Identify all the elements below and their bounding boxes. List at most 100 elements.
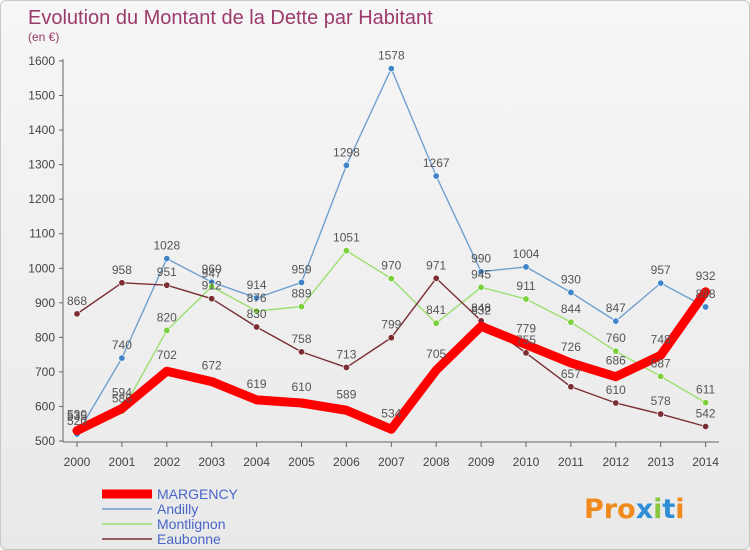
point-margency-2012 (612, 373, 619, 380)
data-label-eaubonne-2004: 830 (247, 307, 267, 321)
data-label-andilly-2009: 990 (471, 252, 491, 266)
data-label-margency-2003: 672 (202, 359, 222, 373)
data-label-andilly-2010: 1004 (513, 247, 540, 261)
point-margency-2005 (298, 400, 305, 406)
x-tick-label: 2000 (64, 455, 91, 469)
point-montlignon-2008 (432, 319, 440, 327)
data-label-montlignon-2003: 947 (202, 267, 222, 281)
point-eaubonne-2011 (567, 383, 575, 391)
proxiti-logo: Proxiti (584, 494, 685, 525)
data-label-andilly-2011: 930 (561, 272, 581, 286)
y-tick-label: 700 (35, 365, 55, 379)
point-margency-2006 (343, 407, 350, 414)
point-margency-2011 (567, 359, 574, 366)
data-label-andilly-2003: 960 (202, 262, 222, 276)
point-eaubonne-2000 (73, 310, 81, 318)
data-label-eaubonne-2000: 868 (67, 294, 87, 308)
point-margency-2009 (478, 323, 485, 330)
y-tick-group: 500 600 700 800 900 1000 1100 1200 1300 1400 1500 1… (28, 54, 63, 448)
point-eaubonne-2010 (522, 349, 530, 357)
data-label-eaubonne-2008: 971 (426, 258, 446, 272)
data-label-margency-2001: 594 (112, 386, 132, 400)
logo-letter: x (636, 494, 653, 525)
point-montlignon-2003 (208, 283, 216, 291)
data-label-margency-2000: 530 (67, 408, 87, 422)
logo-text: Proxiti (584, 494, 685, 525)
data-label-andilly-2008: 1267 (423, 156, 450, 170)
data-label-margency-2011: 726 (561, 340, 581, 354)
y-tick-label: 1400 (28, 123, 55, 137)
point-montlignon-2014 (702, 399, 710, 407)
data-label-margency-2012: 686 (606, 354, 626, 368)
point-eaubonne-2004 (253, 323, 261, 331)
point-margency-2013 (657, 352, 664, 359)
point-andilly-2009 (477, 268, 485, 276)
data-label-margency-2009: 832 (471, 303, 491, 317)
point-andilly-2012 (612, 317, 620, 325)
data-label-margency-2005: 610 (291, 380, 311, 394)
point-margency-2003 (208, 378, 215, 385)
data-label-eaubonne-2010: 755 (516, 333, 536, 347)
point-andilly-2007 (387, 65, 395, 73)
point-montlignon-2007 (387, 275, 395, 283)
data-label-eaubonne-2002: 951 (157, 265, 177, 279)
chart-title: Evolution du Montant de la Dette par Hab… (28, 7, 433, 29)
logo-letter: o (617, 494, 636, 525)
x-tick-label: 2011 (558, 455, 584, 469)
x-tick-label: 2003 (198, 455, 225, 469)
point-eaubonne-2013 (657, 410, 665, 418)
point-andilly-2011 (567, 288, 575, 296)
point-andilly-2005 (297, 278, 305, 286)
point-andilly-2004 (253, 294, 261, 302)
x-tick-label: 2004 (243, 455, 270, 469)
point-andilly-2002 (163, 255, 171, 263)
data-label-eaubonne-2005: 758 (291, 332, 311, 346)
data-label-eaubonne-2014: 542 (696, 406, 716, 420)
x-tick-label: 2010 (513, 455, 540, 469)
data-label-margency-2007: 534 (381, 406, 401, 420)
point-montlignon-2010 (522, 295, 530, 303)
point-margency-2014 (702, 288, 709, 295)
data-label-montlignon-2009: 945 (471, 267, 491, 281)
data-label-andilly-2006: 1298 (333, 145, 360, 159)
data-label-andilly-2014: 888 (696, 287, 716, 301)
y-tick-label: 1600 (28, 54, 55, 68)
x-tick-label: 2005 (288, 455, 315, 469)
data-label-montlignon-2007: 970 (381, 259, 401, 273)
legend-label-andilly: Andilly (157, 501, 198, 517)
point-eaubonne-2014 (702, 422, 710, 430)
point-eaubonne-2002 (163, 281, 171, 289)
legend-label-montlignon: Montlignon (157, 516, 226, 532)
point-montlignon-2006 (342, 247, 350, 255)
legend-label-eaubonne: Eaubonne (157, 531, 221, 547)
y-tick-label: 1000 (28, 261, 55, 275)
point-andilly-2010 (522, 263, 530, 271)
x-tick-label: 2006 (333, 455, 360, 469)
point-margency-2000 (74, 427, 80, 434)
data-label-eaubonne-2001: 958 (112, 263, 132, 277)
x-tick-label: 2014 (692, 455, 719, 469)
data-label-margency-2014: 932 (696, 269, 716, 283)
logo-letter: i (675, 494, 684, 525)
point-margency-2004 (253, 396, 260, 403)
y-tick-label: 1200 (28, 192, 55, 206)
x-tick-label: 2002 (153, 455, 180, 469)
y-tick-label: 800 (35, 330, 55, 344)
data-label-montlignon-2008: 841 (426, 303, 446, 317)
point-margency-2002 (163, 368, 170, 375)
data-label-margency-2004: 619 (247, 377, 267, 391)
x-tick-label: 2008 (423, 455, 450, 469)
data-label-eaubonne-2012: 610 (606, 383, 626, 397)
y-tick-label: 600 (35, 399, 55, 413)
logo-letter: i (653, 494, 662, 525)
data-label-andilly-2013: 957 (651, 263, 671, 277)
point-andilly-2013 (657, 279, 665, 287)
point-andilly-2006 (342, 161, 350, 169)
logo-letter: P (584, 494, 604, 525)
point-eaubonne-2003 (208, 295, 216, 303)
legend: MARGENCY Andilly Montlignon Eaubonne (102, 486, 239, 547)
point-montlignon-2013 (657, 372, 665, 380)
data-label-montlignon-2004: 876 (247, 291, 267, 305)
data-label-montlignon-2014: 611 (696, 383, 715, 397)
